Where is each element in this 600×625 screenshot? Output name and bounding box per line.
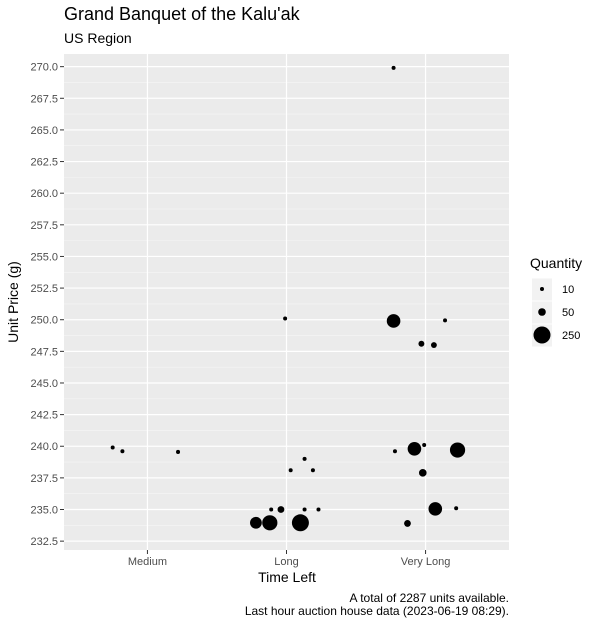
data-point	[291, 514, 309, 532]
x-axis-title: Time Left	[258, 569, 316, 585]
legend-key-point	[538, 308, 546, 316]
y-tick-label: 232.5	[30, 536, 58, 548]
data-point	[110, 445, 115, 450]
data-point	[404, 520, 411, 527]
data-point	[283, 316, 288, 321]
data-point	[391, 65, 396, 70]
y-tick-label: 252.5	[30, 283, 58, 295]
data-point	[277, 506, 285, 513]
data-point	[418, 469, 427, 477]
data-point	[430, 342, 437, 348]
data-point	[302, 507, 307, 512]
y-tick-label: 270.0	[30, 62, 58, 74]
y-tick-label: 250.0	[30, 315, 58, 327]
y-tick-label: 257.5	[30, 220, 58, 232]
legend-label: 250	[562, 330, 580, 342]
data-point	[407, 441, 422, 456]
x-axis-ticks: Medium Long Very Long	[128, 550, 450, 568]
size-legend: Quantity 10 50 250	[530, 255, 582, 347]
data-point	[288, 468, 293, 473]
data-point	[120, 449, 125, 454]
legend-key-point	[540, 287, 544, 291]
data-point	[386, 314, 401, 328]
caption-total-units: A total of 2287 units available.	[349, 591, 509, 605]
data-points	[110, 65, 466, 532]
data-point	[269, 507, 274, 512]
data-point	[443, 318, 448, 323]
data-point	[262, 515, 278, 531]
data-point	[449, 442, 466, 458]
data-point	[422, 442, 427, 447]
data-point	[392, 449, 397, 454]
y-axis-ticks: 232.5 235.0 237.5 240.0 242.5 245.0 247.5 250.0…	[30, 62, 64, 548]
y-tick-label: 247.5	[30, 346, 58, 358]
y-tick-label: 245.0	[30, 378, 58, 390]
chart-title: Grand Banquet of the Kalu'ak	[64, 4, 300, 24]
data-point	[428, 502, 443, 516]
legend-label: 10	[562, 284, 574, 296]
y-tick-label: 262.5	[30, 157, 58, 169]
data-point	[302, 456, 307, 461]
data-point	[310, 468, 315, 473]
legend-label: 50	[562, 307, 574, 319]
y-tick-label: 237.5	[30, 473, 58, 485]
y-tick-label: 260.0	[30, 188, 58, 200]
y-tick-label: 267.5	[30, 93, 58, 105]
data-point	[454, 506, 459, 511]
data-point	[316, 507, 321, 512]
legend-key-point	[533, 326, 551, 344]
y-tick-label: 240.0	[30, 441, 58, 453]
y-tick-label: 265.0	[30, 125, 58, 137]
chart-subtitle: US Region	[64, 30, 132, 46]
x-tick-label: Medium	[128, 556, 167, 568]
y-axis-title: Unit Price (g)	[5, 261, 21, 343]
data-point	[176, 449, 181, 454]
data-point	[418, 340, 425, 347]
data-point	[250, 516, 262, 529]
y-tick-label: 235.0	[30, 505, 58, 517]
x-tick-label: Long	[274, 556, 298, 568]
y-tick-label: 242.5	[30, 410, 58, 422]
y-tick-label: 255.0	[30, 251, 58, 263]
caption-data-source: Last hour auction house data (2023-06-19…	[244, 604, 509, 618]
x-tick-label: Very Long	[401, 556, 451, 568]
legend-title: Quantity	[530, 255, 582, 271]
